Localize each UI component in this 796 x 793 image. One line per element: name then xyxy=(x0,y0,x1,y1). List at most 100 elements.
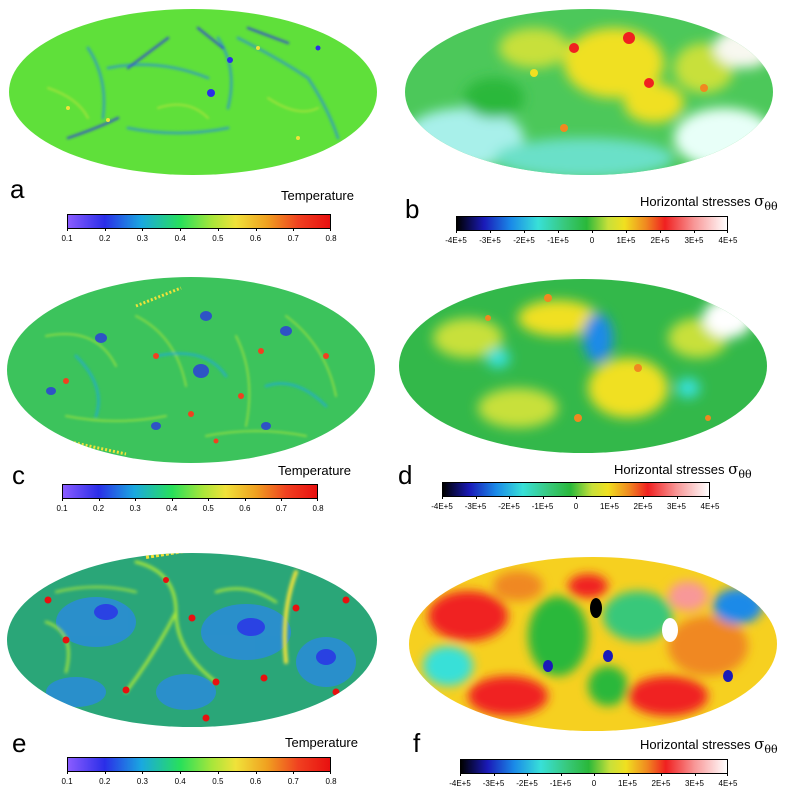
colorbar-ticks: 0.1 0.2 0.3 0.4 0.5 0.6 0.7 0.8 xyxy=(61,771,337,788)
colorbar-tick-label: 0.2 xyxy=(93,504,105,513)
colorbar-tick-mark xyxy=(490,230,491,233)
colorbar-tick-mark xyxy=(643,496,644,499)
colorbar-tick-mark xyxy=(661,773,662,776)
colorbar-tick-mark xyxy=(475,496,477,499)
colorbar-tick-mark xyxy=(493,773,495,776)
colorbar-title: Horizontal stresses σθθ xyxy=(614,460,752,481)
colorbar-tick-mark xyxy=(576,496,577,499)
colorbar-tick-label: 2E+5 xyxy=(650,236,670,245)
colorbar-tick-mark xyxy=(281,498,283,501)
colorbar-tick-label: 0.1 xyxy=(61,234,73,243)
colorbar-tick-label: 0.3 xyxy=(129,504,141,513)
colorbar-tick-mark xyxy=(142,228,144,231)
map-panel-b xyxy=(405,9,773,175)
colorbar-tick-label: 4E+5 xyxy=(718,779,738,788)
colorbar-stress xyxy=(442,482,710,497)
colorbar-stress xyxy=(460,759,728,774)
colorbar-tick-mark xyxy=(330,771,331,774)
colorbar-tick-label: 3E+5 xyxy=(685,779,704,788)
colorbar-tick-label: -4E+5 xyxy=(431,502,453,511)
colorbar-temperature xyxy=(67,757,331,772)
colorbar-tick-label: 0.7 xyxy=(287,234,299,243)
colorbar-stress xyxy=(456,216,728,231)
panel-letter: f xyxy=(413,728,421,758)
colorbar-tick-mark xyxy=(694,230,695,233)
colorbar-tick-label: 0.8 xyxy=(325,777,337,786)
colorbar-tick-mark xyxy=(660,230,661,233)
colorbar-tick-mark xyxy=(709,496,710,499)
colorbar-tick-label: -1E+5 xyxy=(549,779,572,788)
panel-letter: d xyxy=(398,460,413,490)
colorbar-tick-label: 0.7 xyxy=(287,777,299,786)
colorbar-tick-label: -4E+5 xyxy=(449,779,471,788)
colorbar-title: Temperature xyxy=(278,463,351,478)
colorbar-tick-label: 0.1 xyxy=(61,777,73,786)
panel-letter: e xyxy=(12,728,27,758)
colorbar-tick-label: 0.4 xyxy=(174,777,186,786)
colorbar-tick-label: 0.6 xyxy=(250,777,262,786)
colorbar-title: Temperature xyxy=(281,188,354,203)
sigma-symbol: σ xyxy=(754,192,765,210)
colorbar-tick-label: 0.4 xyxy=(166,504,178,513)
colorbar-ticks: -4E+5 -3E+5 -2E+5 -1E+5 0 1E+5 2E+5 3E+5 4E+5 xyxy=(449,773,737,790)
colorbar-tick-mark xyxy=(180,771,182,774)
colorbar-tick-label: 0.1 xyxy=(56,504,68,513)
colorbar-tick-label: 2E+5 xyxy=(651,779,671,788)
map-panel-c xyxy=(7,277,375,463)
theta-subscript: θθ xyxy=(738,468,752,481)
colorbar-tick-mark xyxy=(442,496,443,499)
colorbar-tick-mark xyxy=(694,773,696,776)
colorbar-tick-mark xyxy=(217,228,219,231)
colorbar-tick-label: 2E+5 xyxy=(633,502,653,511)
colorbar-tick-mark xyxy=(317,498,318,501)
colorbar-ticks: 0.1 0.2 0.3 0.4 0.5 0.6 0.7 0.8 xyxy=(61,228,337,245)
colorbar-tick-label: 0.2 xyxy=(99,234,111,243)
colorbar-tick-mark xyxy=(171,498,173,501)
colorbar-tick-mark xyxy=(509,496,510,499)
colorbar-tick-label: 4E+5 xyxy=(718,236,738,245)
colorbar-tick-mark xyxy=(135,498,137,501)
colorbar-tick-label: 1E+5 xyxy=(600,502,619,511)
colorbar-tick-mark xyxy=(460,773,461,776)
colorbar-temperature xyxy=(67,214,331,229)
colorbar-tick-label: 0.5 xyxy=(212,777,224,786)
colorbar-tick-label: 3E+5 xyxy=(684,236,704,245)
map-panel-d xyxy=(399,279,767,453)
colorbar-tick-label: 0.6 xyxy=(239,504,251,513)
map-panel-a xyxy=(9,9,377,175)
colorbar-tick-mark xyxy=(609,496,611,499)
colorbar-tick-label: 0.2 xyxy=(99,777,111,786)
colorbar-tick-mark xyxy=(244,498,246,501)
sigma-symbol: σ xyxy=(754,735,765,753)
colorbar-tick-label: 1E+5 xyxy=(616,236,636,245)
colorbar-ticks: -4E+5 -3E+5 -2E+5 -1E+5 0 1E+5 2E+5 3E+5 4E+5 xyxy=(431,496,719,513)
colorbar-tick-mark xyxy=(62,498,63,501)
colorbar-ticks: -4E+5 -3E+5 -2E+5 -1E+5 0 1E+5 2E+5 3E+5 4E+5 xyxy=(445,230,737,247)
colorbar-tick-mark xyxy=(293,228,295,231)
colorbar-tick-label: -3E+5 xyxy=(482,779,505,788)
colorbar-tick-label: 0.8 xyxy=(325,234,337,243)
colorbar-tick-label: 3E+5 xyxy=(667,502,686,511)
colorbar-tick-label: -2E+5 xyxy=(498,502,520,511)
colorbar-tick-label: -3E+5 xyxy=(479,236,501,245)
colorbar-tick-mark xyxy=(592,230,593,233)
colorbar-tick-label: 0 xyxy=(589,236,595,245)
colorbar-tick-mark xyxy=(527,773,528,776)
panel-letter: a xyxy=(10,174,25,204)
colorbar-tick-mark xyxy=(255,771,257,774)
colorbar-tick-mark xyxy=(217,771,219,774)
colorbar-title: Horizontal stresses σθθ xyxy=(640,192,778,213)
colorbar-tick-mark xyxy=(676,496,678,499)
colorbar-tick-mark xyxy=(255,228,257,231)
colorbar-tick-label: -1E+5 xyxy=(531,502,554,511)
colorbar-tick-mark xyxy=(104,771,106,774)
colorbar-tick-mark xyxy=(180,228,182,231)
colorbar-tick-mark xyxy=(98,498,100,501)
colorbar-tick-mark xyxy=(330,228,331,231)
colorbar-tick-mark xyxy=(727,230,728,233)
colorbar-tick-label: 0.4 xyxy=(174,234,186,243)
colorbar-tick-label: -1E+5 xyxy=(547,236,569,245)
colorbar-ticks: 0.1 0.2 0.3 0.4 0.5 0.6 0.7 0.8 xyxy=(56,498,324,515)
colorbar-tick-label: -3E+5 xyxy=(464,502,487,511)
colorbar-tick-mark xyxy=(67,228,68,231)
